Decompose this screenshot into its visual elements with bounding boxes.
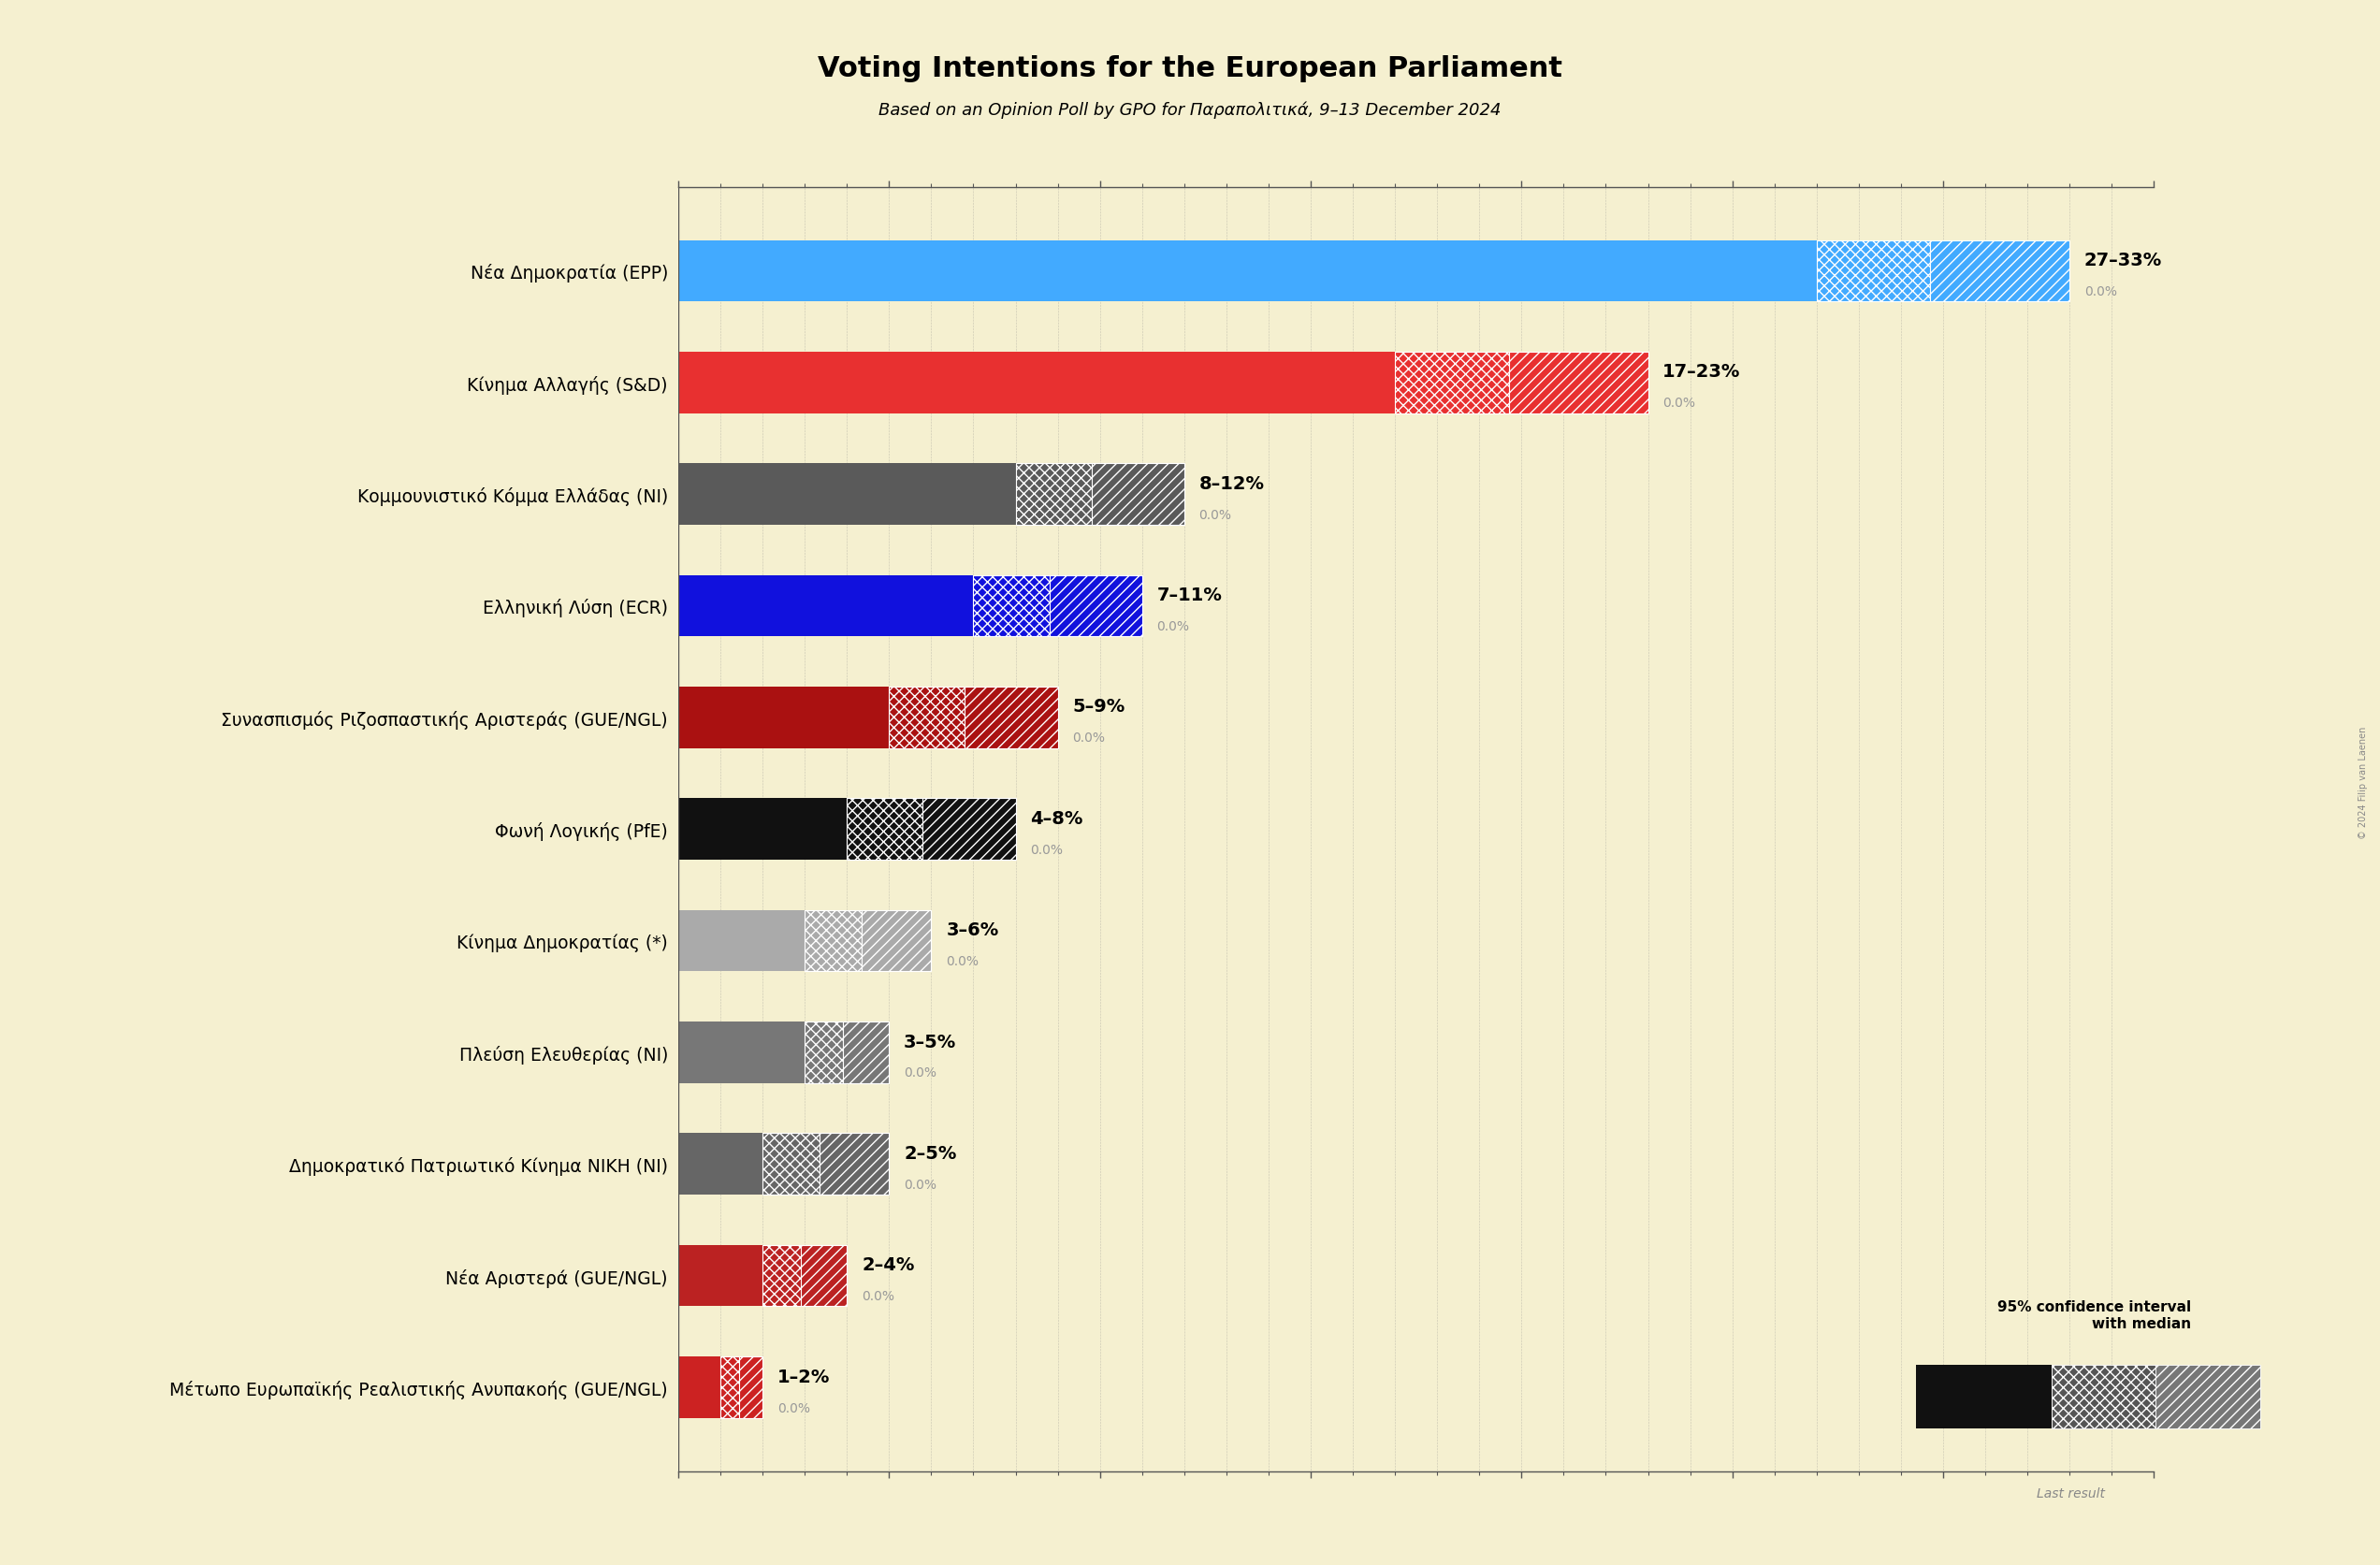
- Bar: [678, 687, 890, 748]
- Text: 7–11%: 7–11%: [1157, 587, 1223, 604]
- Bar: [1916, 1365, 2052, 1429]
- Text: 0.0%: 0.0%: [1200, 509, 1233, 521]
- Text: Last result: Last result: [2037, 1487, 2104, 1499]
- Bar: [847, 798, 1016, 861]
- Text: 2–5%: 2–5%: [904, 1144, 957, 1161]
- Bar: [678, 1022, 804, 1083]
- Bar: [678, 463, 1016, 526]
- Bar: [862, 911, 931, 972]
- Text: 1–2%: 1–2%: [778, 1368, 831, 1385]
- Bar: [721, 1357, 762, 1418]
- Bar: [1092, 463, 1185, 526]
- Bar: [740, 1357, 762, 1418]
- Bar: [2156, 1365, 2261, 1429]
- Bar: [2052, 1365, 2156, 1429]
- Bar: [762, 1246, 847, 1307]
- Bar: [678, 1133, 762, 1196]
- Text: 3–5%: 3–5%: [904, 1033, 957, 1050]
- Text: 0.0%: 0.0%: [2085, 285, 2118, 297]
- Text: 2–4%: 2–4%: [862, 1255, 914, 1274]
- Bar: [819, 1133, 890, 1196]
- Bar: [678, 1357, 721, 1418]
- Text: 27–33%: 27–33%: [2085, 252, 2161, 269]
- Text: 8–12%: 8–12%: [1200, 474, 1264, 493]
- Bar: [678, 576, 973, 637]
- Bar: [800, 1246, 847, 1307]
- Text: 0.0%: 0.0%: [904, 1066, 938, 1080]
- Bar: [678, 352, 1395, 413]
- Bar: [923, 798, 1016, 861]
- Bar: [804, 1022, 890, 1083]
- Bar: [1930, 241, 2071, 302]
- Text: Based on an Opinion Poll by GPO for Παραπολιτικά, 9–13 December 2024: Based on an Opinion Poll by GPO for Παρα…: [878, 102, 1502, 119]
- Bar: [678, 241, 1816, 302]
- Text: 0.0%: 0.0%: [862, 1290, 895, 1302]
- Text: 95% confidence interval
with median: 95% confidence interval with median: [1997, 1301, 2192, 1330]
- Bar: [1509, 352, 1647, 413]
- Text: 0.0%: 0.0%: [1031, 844, 1064, 856]
- Text: 3–6%: 3–6%: [945, 920, 1000, 939]
- Bar: [1395, 352, 1647, 413]
- Text: 5–9%: 5–9%: [1073, 698, 1126, 715]
- Text: 0.0%: 0.0%: [1073, 731, 1104, 745]
- Bar: [1816, 241, 2071, 302]
- Bar: [843, 1022, 890, 1083]
- Bar: [678, 911, 804, 972]
- Text: Voting Intentions for the European Parliament: Voting Intentions for the European Parli…: [819, 55, 1561, 81]
- Text: 0.0%: 0.0%: [1664, 396, 1695, 410]
- Text: 17–23%: 17–23%: [1664, 363, 1740, 380]
- Text: © 2024 Filip van Laenen: © 2024 Filip van Laenen: [2359, 726, 2368, 839]
- Text: 0.0%: 0.0%: [1157, 620, 1190, 632]
- Bar: [804, 911, 931, 972]
- Bar: [678, 798, 847, 861]
- Bar: [1050, 576, 1142, 637]
- Bar: [964, 687, 1057, 748]
- Bar: [762, 1133, 890, 1196]
- Text: 0.0%: 0.0%: [778, 1401, 809, 1415]
- Bar: [973, 576, 1142, 637]
- Text: 0.0%: 0.0%: [904, 1178, 938, 1191]
- Text: 4–8%: 4–8%: [1031, 809, 1083, 828]
- Bar: [678, 1246, 762, 1307]
- Text: 0.0%: 0.0%: [945, 955, 978, 967]
- Bar: [890, 687, 1057, 748]
- Bar: [1016, 463, 1185, 526]
